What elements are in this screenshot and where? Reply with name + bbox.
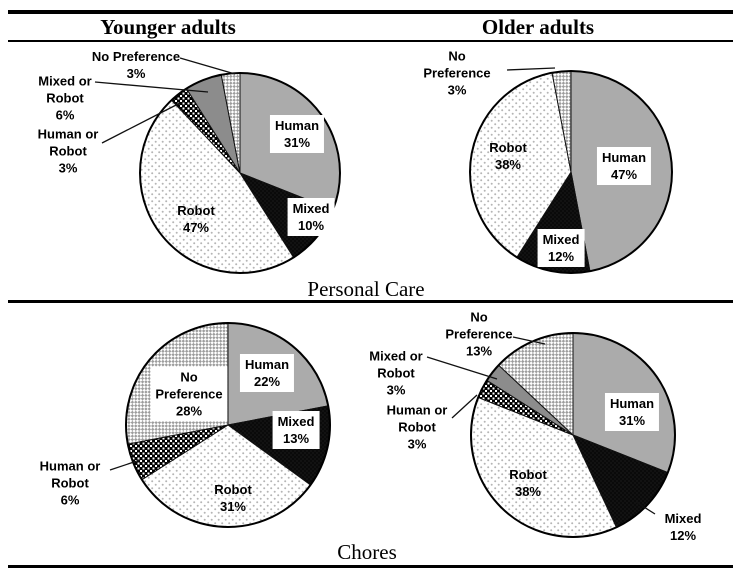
pie-personal-care-younger-adults — [139, 72, 341, 274]
leader-chores-older-adults-no-preference — [512, 336, 546, 345]
leader-personal-care-younger-adults-mixed-or-robot — [94, 81, 209, 93]
slice-chores-younger-adults-no-preference — [125, 322, 229, 445]
pie-rim-personal-care-younger-adults — [139, 72, 341, 274]
slice-personal-care-older-adults-human — [570, 70, 673, 272]
leader-chores-younger-adults-human-or-robot — [109, 459, 141, 471]
pie-chores-younger-adults — [125, 322, 331, 528]
leader-chores-older-adults-human-or-robot — [451, 394, 478, 419]
leader-personal-care-younger-adults-no-preference — [179, 57, 236, 75]
leader-personal-care-younger-adults-human-or-robot — [101, 102, 181, 144]
leader-chores-older-adults-mixed-or-robot — [426, 356, 498, 380]
bottom-rule — [8, 565, 733, 568]
pie-personal-care-older-adults — [469, 70, 673, 274]
pie-chores-older-adults — [470, 332, 676, 538]
row-caption-personal-care: Personal Care — [307, 277, 425, 301]
pie-rim-chores-older-adults — [470, 332, 676, 538]
mid-rule — [8, 300, 733, 303]
row-caption-chores: Chores — [337, 540, 397, 564]
top-rule — [8, 10, 733, 14]
column-header-younger-adults: Younger adults — [100, 15, 236, 39]
leader-personal-care-older-adults-no-preference — [506, 67, 556, 71]
column-header-older-adults: Older adults — [481, 15, 595, 39]
leader-chores-older-adults-mixed — [635, 501, 656, 515]
pie-rim-personal-care-older-adults — [469, 70, 673, 274]
pie-rim-chores-younger-adults — [125, 322, 331, 528]
header-underline-rule — [8, 39, 733, 42]
